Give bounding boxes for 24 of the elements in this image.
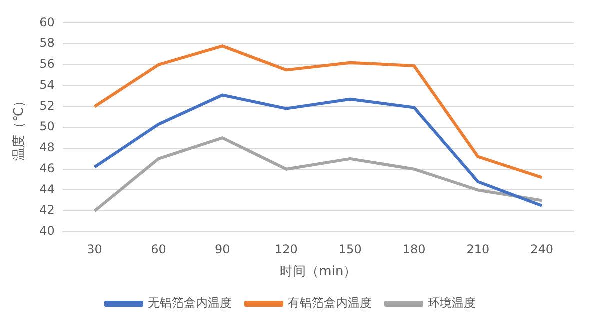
legend-label: 有铝箔盒内温度 bbox=[288, 296, 372, 310]
x-tick-label: 120 bbox=[275, 242, 298, 256]
y-tick-label: 54 bbox=[40, 78, 55, 92]
x-tick-label: 90 bbox=[214, 242, 230, 256]
x-tick-label: 180 bbox=[402, 242, 426, 256]
y-tick-label: 40 bbox=[40, 224, 55, 238]
y-tick-label: 56 bbox=[40, 57, 55, 72]
y-tick-label: 44 bbox=[40, 182, 55, 196]
x-tick-label: 60 bbox=[151, 242, 166, 256]
y-tick-label: 48 bbox=[40, 140, 55, 155]
y-tick-label: 60 bbox=[40, 15, 55, 30]
x-tick-label: 30 bbox=[87, 242, 102, 256]
legend-label: 环境温度 bbox=[428, 296, 476, 310]
y-tick-label: 50 bbox=[40, 120, 55, 134]
x-tick-label: 150 bbox=[338, 242, 362, 256]
y-tick-label: 52 bbox=[40, 98, 55, 113]
x-axis-title: 时间（min） bbox=[280, 264, 357, 280]
x-tick-label: 240 bbox=[530, 242, 554, 256]
y-tick-label: 58 bbox=[40, 36, 55, 50]
legend-label: 无铝箔盒内温度 bbox=[148, 296, 232, 310]
x-tick-label: 210 bbox=[466, 242, 490, 256]
y-tick-label: 42 bbox=[40, 203, 55, 218]
y-axis-title: 温度（℃） bbox=[11, 94, 28, 161]
y-tick-label: 46 bbox=[40, 161, 55, 176]
